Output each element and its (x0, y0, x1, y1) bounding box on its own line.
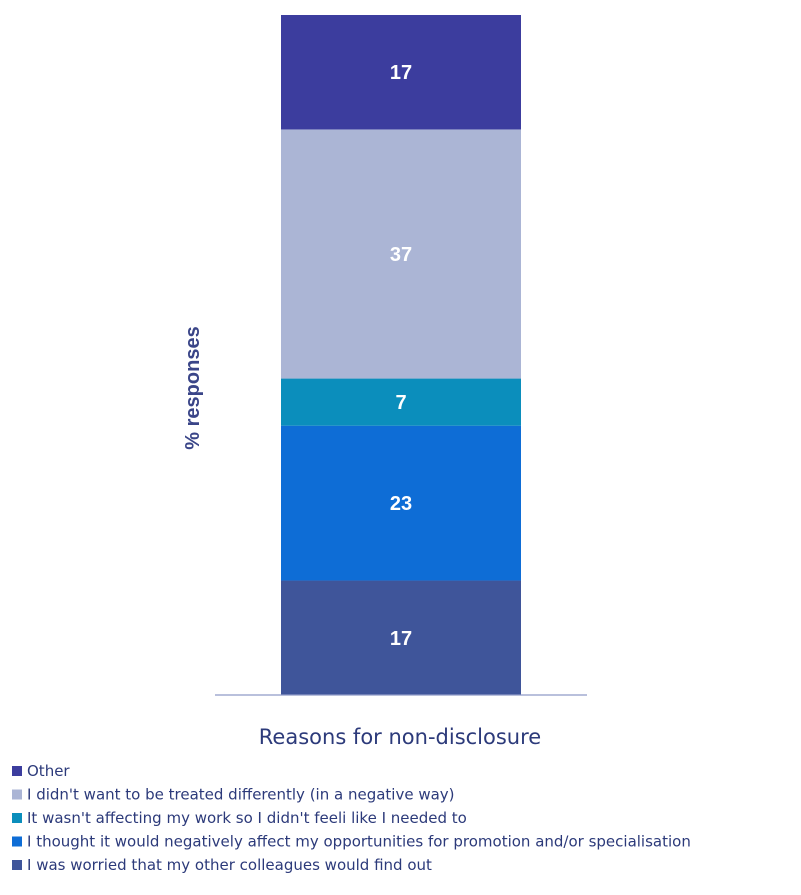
legend-item-3: I thought it would negatively affect my … (12, 833, 691, 851)
data-label-3: 37 (390, 244, 412, 266)
legend-swatch-1 (12, 789, 22, 800)
bar-segment-4 (281, 15, 521, 130)
bar-segment-1 (281, 425, 521, 581)
legend-item-0: Other (12, 762, 70, 780)
data-label-4: 17 (390, 62, 412, 84)
legend-label-3: I thought it would negatively affect my … (27, 833, 691, 851)
legend-swatch-4 (12, 860, 22, 870)
legend-swatch-3 (12, 836, 22, 847)
legend-label-4: I was worried that my other colleagues w… (27, 856, 432, 874)
legend-label-0: Other (27, 762, 70, 780)
bar-segment-0 (281, 580, 521, 695)
legend-swatch-0 (12, 766, 22, 776)
legend-item-4: I was worried that my other colleagues w… (12, 856, 432, 874)
data-label-2: 7 (395, 392, 406, 414)
bar-segment-2 (281, 378, 521, 426)
data-label-0: 17 (390, 628, 412, 650)
legend-label-1: I didn't want to be treated differently … (27, 786, 455, 804)
legend-label-2: It wasn't affecting my work so I didn't … (27, 809, 467, 827)
y-axis-title: % responses (182, 326, 204, 449)
data-labels: 17 23 7 37 17 (390, 62, 412, 650)
x-axis-title: Reasons for non-disclosure (259, 725, 541, 749)
legend: Other I didn't want to be treated differe… (12, 762, 691, 874)
data-label-1: 23 (390, 493, 412, 515)
legend-item-1: I didn't want to be treated differently … (12, 786, 455, 804)
bar-segment-3 (281, 129, 521, 379)
bar-segments (281, 15, 521, 695)
legend-item-2: It wasn't affecting my work so I didn't … (12, 809, 467, 827)
legend-swatch-2 (12, 813, 22, 823)
